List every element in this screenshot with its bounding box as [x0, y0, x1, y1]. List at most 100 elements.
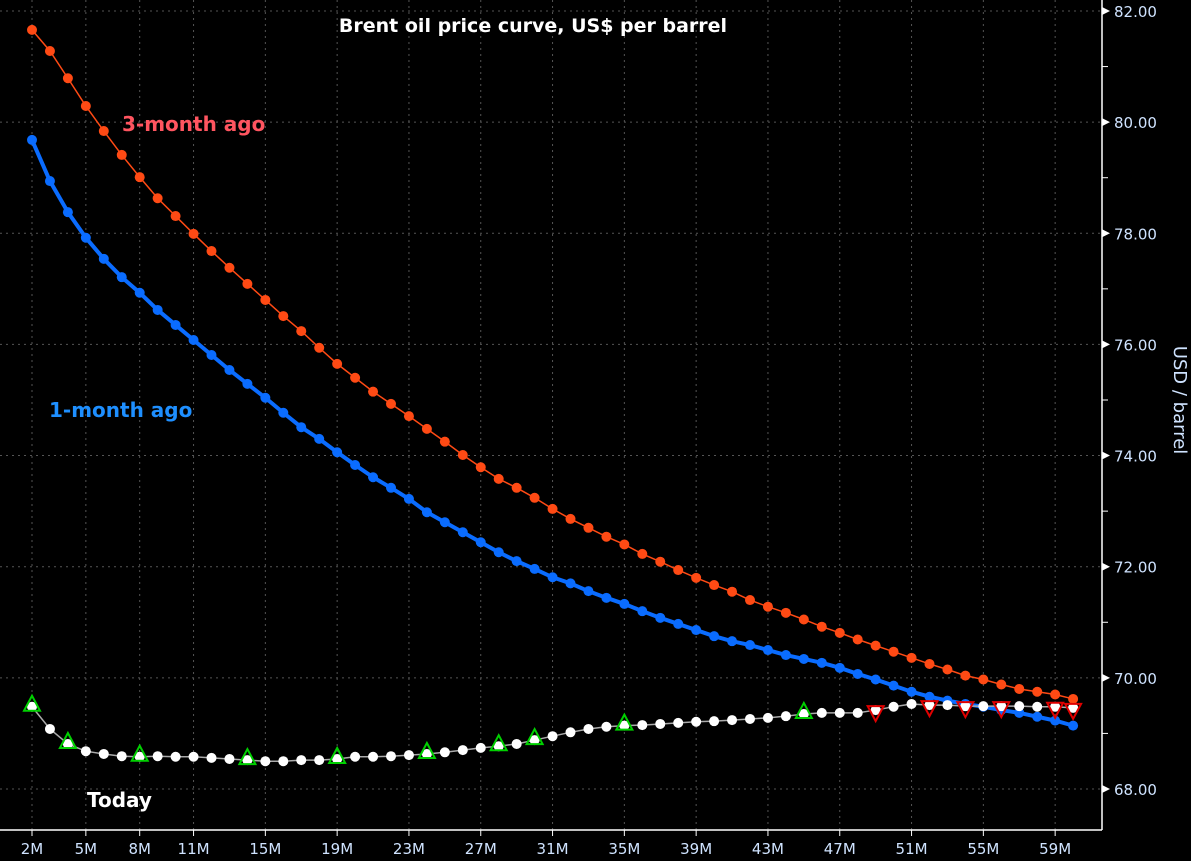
data-point [637, 548, 648, 559]
data-point [547, 572, 558, 583]
data-point [368, 751, 379, 762]
down-triangle-marker [955, 701, 976, 720]
data-point [780, 607, 791, 618]
data-point [996, 679, 1007, 690]
data-point [565, 578, 576, 589]
data-point [439, 747, 450, 758]
data-point [870, 640, 881, 651]
data-point [655, 718, 666, 729]
data-point [260, 756, 271, 767]
data-point [583, 522, 594, 533]
data-point [403, 411, 414, 422]
data-point [996, 701, 1007, 712]
y-axis-label: USD / barrel [1169, 346, 1190, 455]
y-tick-label: 78.00 [1114, 225, 1157, 243]
data-point [906, 698, 917, 709]
data-point [942, 700, 953, 711]
data-point [601, 592, 612, 603]
data-point [888, 701, 899, 712]
y-tick-label: 74.00 [1114, 448, 1157, 466]
data-point [296, 422, 307, 433]
data-point [368, 386, 379, 397]
data-point [780, 711, 791, 722]
data-point [152, 304, 163, 315]
y-tick-mark [1102, 118, 1110, 127]
x-tick-label: 8M [128, 840, 151, 858]
data-point [224, 753, 235, 764]
data-point [816, 657, 827, 668]
data-point [152, 193, 163, 204]
data-point [1032, 686, 1043, 697]
up-triangle-marker [417, 740, 437, 759]
data-point [798, 614, 809, 625]
data-point [134, 287, 145, 298]
data-point [439, 517, 450, 528]
data-point [421, 748, 432, 759]
data-point [637, 720, 648, 731]
data-point [978, 701, 989, 712]
data-point [565, 513, 576, 524]
data-point [924, 691, 935, 702]
series-3-month-ago [27, 24, 1079, 704]
data-point [242, 378, 253, 389]
up-triangle-marker [614, 712, 635, 731]
data-point [421, 423, 432, 434]
data-point [332, 753, 343, 764]
data-point [673, 565, 684, 576]
data-point [116, 272, 127, 283]
x-tick-label: 59M [1039, 840, 1071, 858]
axes: 68.00 70.00 72.00 74.00 76.00 78.00 80.00 82.00… [0, 0, 1157, 858]
data-point [116, 149, 127, 160]
data-point [709, 580, 720, 591]
data-point [924, 700, 935, 711]
data-point [493, 547, 504, 558]
y-tick-mark [1102, 340, 1110, 349]
data-point [368, 472, 379, 483]
x-tick-label: 15M [249, 840, 281, 858]
data-point [242, 755, 253, 766]
data-point [493, 473, 504, 484]
data-point [1068, 702, 1079, 713]
data-point [350, 751, 361, 762]
data-point [1032, 711, 1043, 722]
data-point [870, 674, 881, 685]
data-point [224, 262, 235, 273]
data-point [529, 563, 540, 574]
data-point [206, 752, 217, 763]
up-triangle-marker [237, 746, 258, 766]
data-point [727, 586, 738, 597]
grid [0, 0, 1102, 830]
y-tick-label: 80.00 [1114, 114, 1157, 132]
data-point [386, 482, 396, 493]
data-point [27, 134, 37, 145]
data-point [1050, 689, 1061, 700]
data-point [188, 751, 199, 762]
data-point [475, 742, 486, 753]
data-point [457, 527, 468, 538]
data-point [673, 717, 684, 728]
down-triangle-marker [1063, 702, 1083, 721]
data-point [206, 349, 217, 360]
data-point [439, 436, 450, 447]
data-point [278, 756, 289, 767]
x-tick-label: 23M [393, 840, 425, 858]
data-point [816, 621, 827, 632]
data-point [511, 482, 522, 493]
x-tick-label: 5M [75, 840, 98, 858]
data-point [619, 598, 630, 609]
y-tick-label: 82.00 [1114, 3, 1157, 21]
data-point [960, 701, 971, 712]
up-triangle-marker [489, 733, 509, 752]
data-point [278, 407, 289, 418]
data-point [206, 246, 217, 257]
data-point [1050, 701, 1061, 712]
data-point [188, 334, 199, 345]
data-point [852, 634, 863, 645]
series-layer [22, 24, 1083, 767]
data-point [421, 507, 432, 518]
y-tick-mark [1102, 562, 1110, 571]
data-point [816, 707, 827, 718]
y-tick-label: 70.00 [1114, 670, 1157, 688]
data-point [727, 636, 738, 647]
series-label-today: Today [87, 788, 152, 812]
